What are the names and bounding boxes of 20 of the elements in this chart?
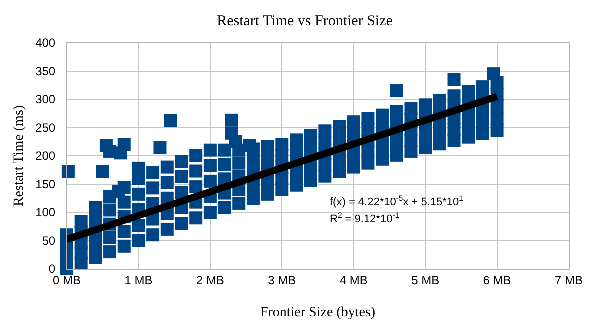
x-tick-label: 7 MB — [554, 273, 584, 288]
annotation: f(x) = 4.22*10$^{-5}$x + 5.15*10$^{1}$ — [330, 194, 464, 209]
x-tick-label: 3 MB — [268, 273, 296, 288]
y-tick-label: 350 — [36, 64, 56, 78]
x-tick-label: 1 MB — [124, 273, 153, 288]
annotation: R$^{2}$ = 9.12*10$^{-1}$ — [330, 211, 400, 226]
y-tick-label: 400 — [36, 36, 56, 50]
y-tick-label: 150 — [36, 177, 56, 192]
x-tick-label: 5 MB — [412, 273, 440, 288]
chart-title: Restart Time vs Frontier Size — [217, 13, 394, 30]
x-axis-title: Frontier Size (bytes) — [260, 306, 376, 321]
y-tick-label: 50 — [42, 234, 56, 248]
y-tick-label: 100 — [36, 206, 56, 220]
y-tick-label: 250 — [36, 120, 56, 135]
y-tick-label: 300 — [36, 92, 56, 107]
y-tick-label: 200 — [36, 149, 56, 164]
x-tick-label: 2 MB — [196, 273, 224, 288]
x-tick-label: 4 MB — [340, 273, 368, 288]
y-axis-title: Restart Time (ms) — [12, 105, 28, 207]
x-tick-label: 6 MB — [483, 273, 512, 288]
